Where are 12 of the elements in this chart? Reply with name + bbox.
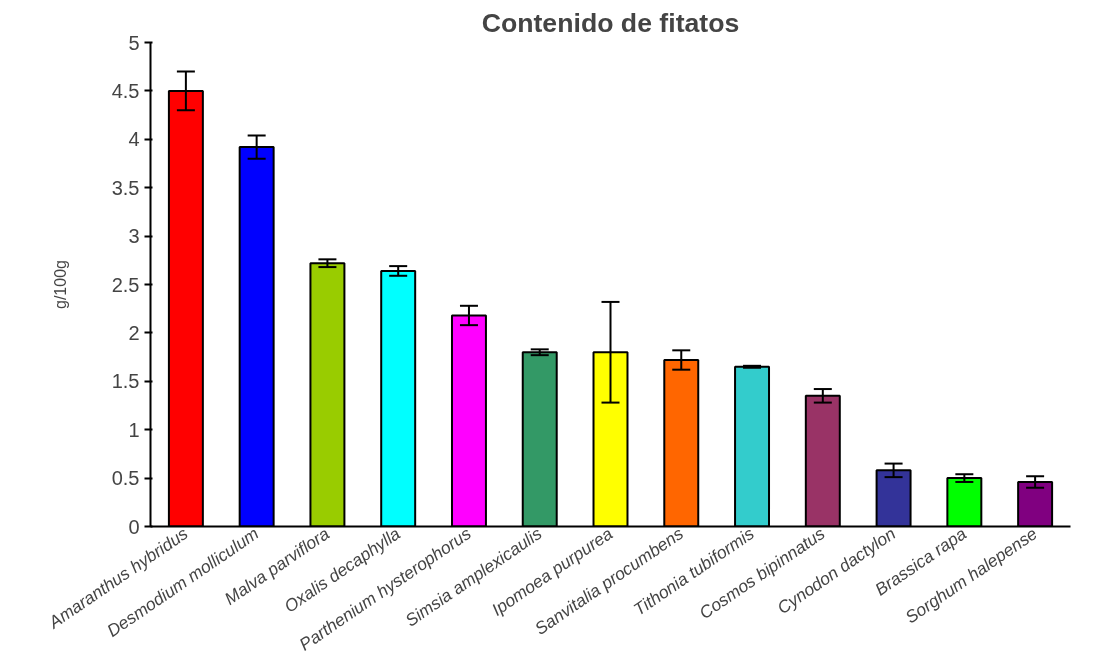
- y-tick-label: 2: [128, 321, 140, 344]
- y-tick-label: 1: [128, 418, 140, 441]
- chart-title: Contenido de fitatos: [481, 7, 740, 38]
- y-tick-label: 5: [128, 31, 140, 54]
- y-tick-label: 2.5: [111, 273, 140, 296]
- y-tick-label: 3: [128, 225, 140, 248]
- y-tick-label: 0.5: [111, 467, 140, 490]
- y-axis-title: g/100g: [51, 260, 69, 309]
- y-tick-label: 4.5: [111, 79, 140, 102]
- y-tick-label: 4: [128, 128, 140, 151]
- y-tick-label: 3.5: [111, 176, 140, 199]
- y-tick-label: 1.5: [111, 370, 140, 393]
